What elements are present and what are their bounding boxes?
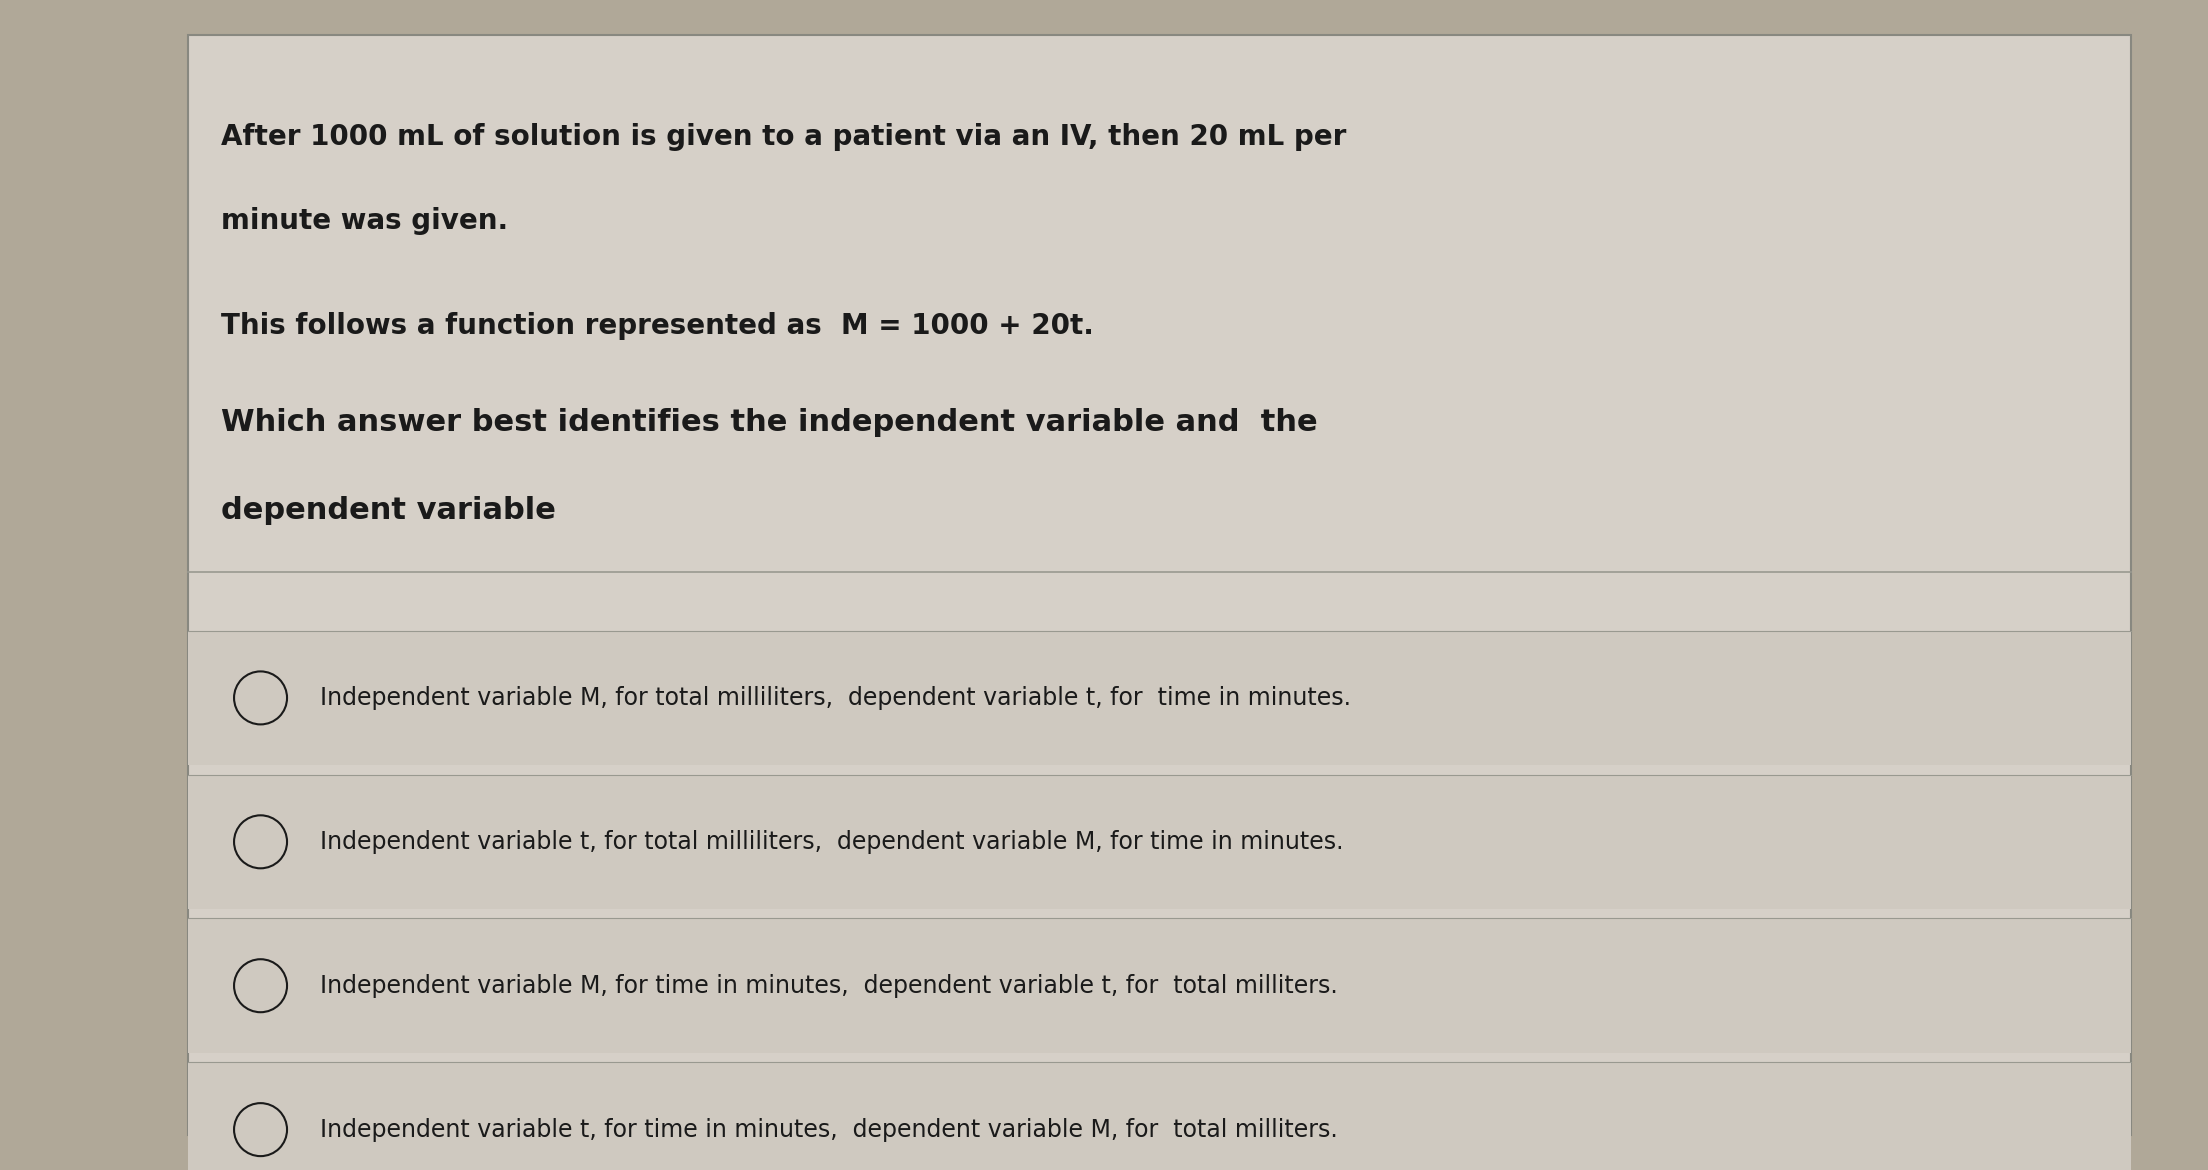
Text: Independent variable M, for total milliliters,  dependent variable t, for  time : Independent variable M, for total millil…: [320, 686, 1351, 710]
Text: This follows a function represented as  M = 1000 + 20t.: This follows a function represented as M…: [221, 312, 1093, 340]
Text: Independent variable M, for time in minutes,  dependent variable t, for  total m: Independent variable M, for time in minu…: [320, 973, 1338, 998]
Text: Independent variable t, for time in minutes,  dependent variable M, for  total m: Independent variable t, for time in minu…: [320, 1117, 1338, 1142]
Text: Which answer best identifies the independent variable and  the: Which answer best identifies the indepen…: [221, 408, 1318, 438]
Text: minute was given.: minute was given.: [221, 207, 508, 235]
FancyBboxPatch shape: [188, 631, 2131, 765]
Text: dependent variable: dependent variable: [221, 496, 556, 525]
FancyBboxPatch shape: [188, 1062, 2131, 1170]
FancyBboxPatch shape: [188, 918, 2131, 1053]
FancyBboxPatch shape: [188, 775, 2131, 909]
Text: Independent variable t, for total milliliters,  dependent variable M, for time i: Independent variable t, for total millil…: [320, 830, 1345, 854]
Text: After 1000 mL of solution is given to a patient via an IV, then 20 mL per: After 1000 mL of solution is given to a …: [221, 123, 1347, 151]
FancyBboxPatch shape: [188, 35, 2131, 1135]
